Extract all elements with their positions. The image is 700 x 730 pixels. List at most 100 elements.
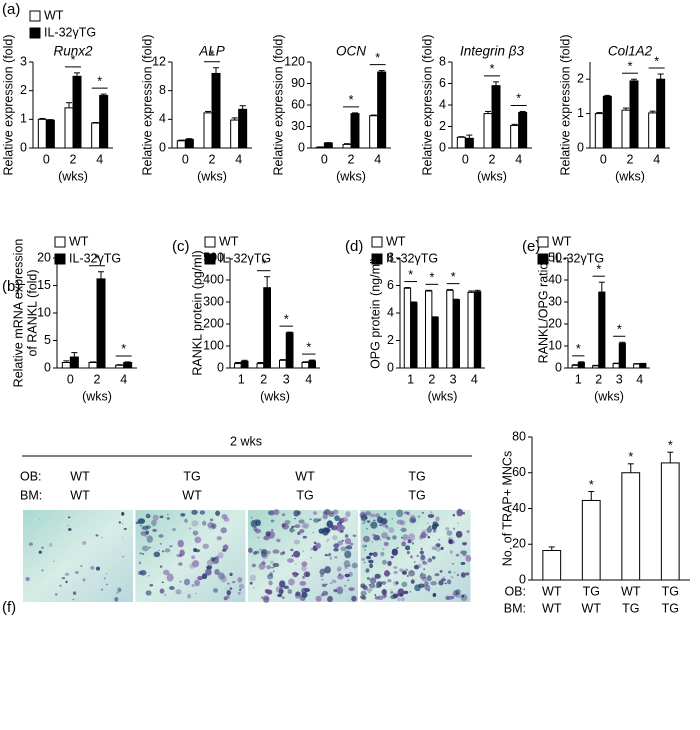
x-axis-label: (wks) <box>82 389 112 403</box>
cell <box>272 549 280 554</box>
cell <box>407 539 411 542</box>
cell <box>277 593 283 598</box>
error-bar <box>100 93 107 96</box>
cell <box>205 568 212 576</box>
cell <box>363 521 366 523</box>
cell <box>462 553 467 557</box>
error-bar <box>213 67 219 74</box>
cell <box>360 557 366 561</box>
cell <box>298 519 305 524</box>
cell <box>191 520 199 527</box>
cell <box>260 551 267 558</box>
cell <box>268 580 273 586</box>
cell <box>448 539 453 544</box>
cell <box>279 587 283 590</box>
bar <box>61 362 71 369</box>
cell <box>383 541 389 547</box>
cell <box>371 541 374 543</box>
cell <box>238 591 241 595</box>
cell <box>372 551 378 557</box>
cell <box>427 558 433 563</box>
panel-label: (e) <box>522 238 540 255</box>
cell <box>449 550 453 554</box>
error-bar <box>234 362 241 364</box>
cell <box>159 588 165 594</box>
cell <box>428 525 431 528</box>
cell <box>164 548 171 553</box>
cell <box>462 541 468 546</box>
cell <box>390 588 393 591</box>
cell <box>297 531 301 536</box>
cell <box>48 542 53 547</box>
y-axis-label: of RANKL (fold) <box>25 269 39 356</box>
chart-title: Integrin β3 <box>460 44 524 59</box>
bar <box>115 364 125 369</box>
cell <box>420 554 426 561</box>
cell <box>401 581 408 588</box>
bar <box>446 289 454 369</box>
cell <box>147 513 149 516</box>
y-tick-label: 2 <box>577 71 584 85</box>
x-tick-label: 2 <box>94 372 101 386</box>
y-axis-label: OPG protein (ng/ml) <box>368 257 382 369</box>
cell <box>400 536 403 539</box>
cell <box>288 578 295 586</box>
cell <box>262 560 265 562</box>
cell <box>279 580 286 588</box>
cell <box>140 531 148 536</box>
cell <box>421 577 428 582</box>
cell <box>351 562 358 569</box>
error-bar <box>596 112 603 114</box>
x-tick-label: 0 <box>67 372 74 386</box>
cell <box>294 524 301 528</box>
cell <box>333 509 339 515</box>
cell <box>349 542 354 546</box>
legend-swatch <box>204 253 216 265</box>
x-tick-label: 4 <box>653 152 660 166</box>
cell <box>248 547 253 553</box>
cell <box>460 572 466 578</box>
cell <box>455 589 461 595</box>
cell <box>287 587 290 590</box>
cell <box>465 555 472 562</box>
cell <box>320 578 324 581</box>
cell <box>423 568 426 570</box>
bar <box>571 364 579 369</box>
cell <box>364 549 366 551</box>
error-bar <box>124 361 131 363</box>
cell <box>319 568 326 575</box>
error-bar <box>623 107 629 111</box>
significance-star: * <box>408 268 413 282</box>
cell <box>277 539 281 542</box>
cell <box>405 545 411 551</box>
legend-swatch <box>29 10 41 22</box>
cell <box>437 538 441 541</box>
cell <box>330 582 333 585</box>
cell <box>80 565 83 567</box>
cell <box>420 531 427 539</box>
images-title: 2 wks <box>230 434 262 448</box>
cell <box>269 572 273 577</box>
error-bar <box>378 70 385 73</box>
cell <box>201 577 204 579</box>
x-tick-label: TG <box>622 601 639 615</box>
bar <box>238 108 248 149</box>
error-bar <box>241 359 248 362</box>
y-tick-label: 10 <box>37 305 51 319</box>
cell <box>158 549 160 552</box>
cell <box>327 538 330 541</box>
cell <box>368 591 371 594</box>
y-tick-label: 4 <box>387 305 394 319</box>
cell <box>465 572 470 576</box>
cell <box>393 571 398 574</box>
cell <box>462 511 466 515</box>
cell <box>207 522 215 528</box>
cell <box>322 513 328 520</box>
cell <box>271 529 274 531</box>
cell <box>391 548 398 556</box>
x-tick-label: 0 <box>600 152 607 166</box>
cell <box>166 573 174 582</box>
cell <box>209 518 214 522</box>
cell <box>420 547 423 551</box>
